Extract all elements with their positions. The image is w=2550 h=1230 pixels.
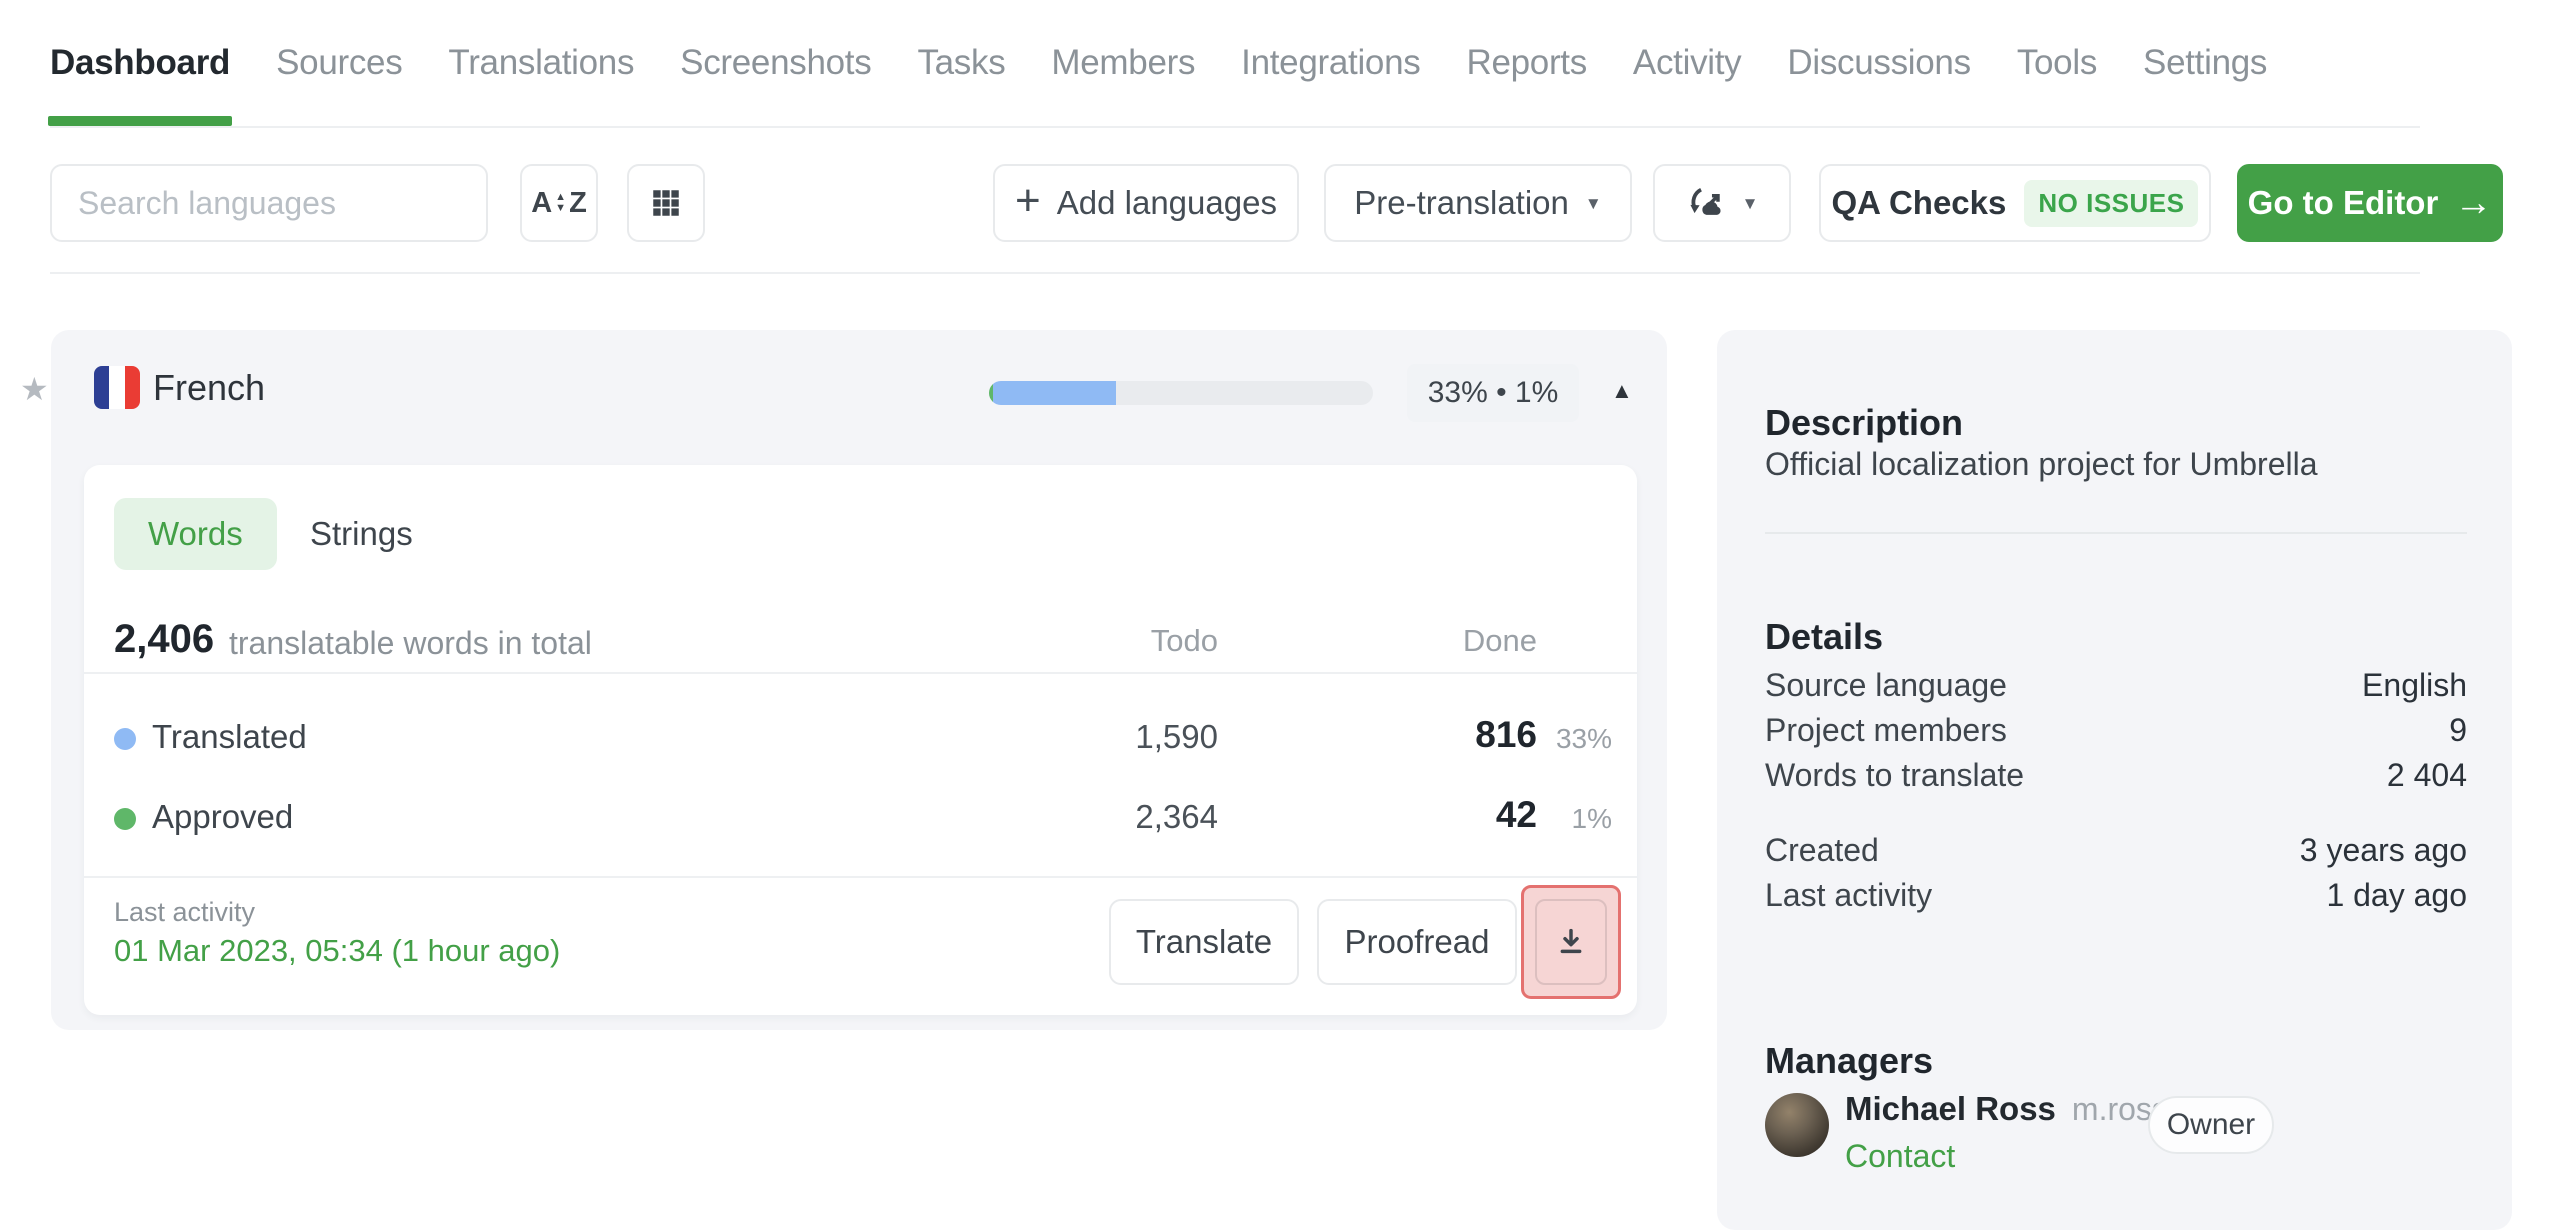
search-input[interactable] — [50, 164, 488, 242]
column-header-done: Done — [1462, 623, 1537, 658]
last-activity-link[interactable]: 01 Mar 2023, 05:34 (1 hour ago) — [114, 933, 561, 968]
tab-reports[interactable]: Reports — [1466, 43, 1587, 82]
detail-label: Created — [1765, 832, 1879, 868]
owner-badge: Owner — [2148, 1096, 2274, 1154]
tab-activity[interactable]: Activity — [1632, 43, 1742, 82]
pre-translation-label: Pre-translation — [1354, 184, 1569, 221]
qa-no-issues-badge: NO ISSUES — [2024, 179, 2199, 227]
detail-label: Source language — [1765, 667, 2007, 703]
stat-row-percent: 1% — [1571, 803, 1612, 834]
approved-dot-icon — [114, 808, 136, 830]
download-button[interactable] — [1535, 899, 1607, 985]
arrow-right-icon: → — [2454, 182, 2493, 224]
toolbar-divider — [50, 272, 2420, 274]
tab-tasks[interactable]: Tasks — [917, 43, 1006, 82]
go-to-editor-label: Go to Editor — [2247, 184, 2439, 221]
manager-full-name: Michael Ross — [1845, 1090, 2056, 1127]
plus-icon: + — [1015, 176, 1041, 225]
description-title: Description — [1765, 401, 1964, 443]
machine-translation-button[interactable]: ▼ — [1653, 164, 1791, 242]
tab-integrations[interactable]: Integrations — [1241, 43, 1421, 82]
detail-value: 2 404 — [2386, 757, 2467, 793]
tab-words[interactable]: Words — [114, 498, 277, 570]
detail-row-created: Created 3 years ago — [1765, 832, 2467, 869]
tab-tools[interactable]: Tools — [2016, 43, 2098, 82]
proofread-button[interactable]: Proofread — [1317, 899, 1517, 985]
managers-title: Managers — [1765, 1039, 1934, 1081]
detail-row-words-to-translate: Words to translate 2 404 — [1765, 757, 2467, 794]
detail-value: English — [2362, 667, 2467, 703]
chevron-down-icon: ▼ — [1741, 193, 1759, 213]
tab-dashboard[interactable]: Dashboard — [47, 0, 233, 126]
language-name[interactable]: French — [153, 367, 266, 408]
translation-progress-bar — [989, 381, 1373, 405]
language-card-french: French 33% • 1% ▲ Words Strings 2,406 tr… — [51, 330, 1667, 1030]
tab-translations[interactable]: Translations — [448, 43, 635, 82]
machine-translation-icon — [1686, 184, 1724, 222]
stat-row-done: 816 — [1475, 714, 1537, 755]
detail-label: Last activity — [1765, 877, 1933, 913]
stat-row-label: Approved — [152, 798, 294, 835]
total-words-caption: translatable words in total — [229, 625, 592, 661]
detail-row-source-language: Source language English — [1765, 667, 2467, 704]
nav-divider — [50, 126, 2420, 128]
stat-row-todo: 2,364 — [1135, 798, 1218, 835]
download-icon — [1555, 926, 1587, 958]
qa-checks-label: QA Checks — [1831, 184, 2007, 221]
stat-row-todo: 1,590 — [1135, 718, 1218, 755]
footer-divider — [84, 876, 1637, 878]
translated-dot-icon — [114, 728, 136, 750]
tab-strings[interactable]: Strings — [310, 515, 413, 552]
detail-value: 1 day ago — [2326, 877, 2467, 913]
grid-icon — [649, 186, 683, 220]
translated-progress-segment — [992, 381, 1116, 405]
sort-button[interactable]: A ▲ ▼ Z — [520, 164, 598, 242]
stat-row-done: 42 — [1495, 794, 1537, 835]
description-text: Official localization project for Umbrel… — [1765, 446, 2318, 482]
sidebar-divider — [1765, 532, 2467, 534]
collapse-chevron-icon[interactable]: ▲ — [1611, 378, 1633, 403]
tab-discussions[interactable]: Discussions — [1787, 43, 1971, 82]
tab-settings[interactable]: Settings — [2143, 43, 2268, 82]
sort-az-icon: A ▲ ▼ Z — [531, 186, 587, 219]
manager-avatar[interactable] — [1765, 1093, 1829, 1157]
go-to-editor-button[interactable]: Go to Editor → — [2237, 164, 2503, 242]
stat-row-label: Translated — [152, 718, 307, 755]
detail-label: Words to translate — [1765, 757, 2025, 793]
tab-members[interactable]: Members — [1051, 43, 1196, 82]
pre-translation-button[interactable]: Pre-translation ▼ — [1324, 164, 1632, 242]
tab-sources[interactable]: Sources — [276, 43, 403, 82]
detail-value: 9 — [2449, 712, 2467, 748]
chevron-down-icon: ▼ — [1584, 193, 1602, 213]
detail-value: 3 years ago — [2299, 832, 2467, 868]
detail-row-project-members: Project members 9 — [1765, 712, 2467, 749]
total-words-value: 2,406 — [114, 617, 215, 661]
manager-name: Michael Ross m.ross — [1845, 1090, 2168, 1128]
project-info-sidebar: Description Official localization projec… — [1717, 330, 2512, 1230]
add-languages-label: Add languages — [1056, 184, 1277, 221]
approved-progress-segment — [989, 381, 993, 405]
grid-view-button[interactable] — [627, 164, 705, 242]
stat-row-percent: 33% — [1555, 723, 1612, 754]
project-nav: Dashboard Sources Translations Screensho… — [47, 0, 2268, 126]
details-title: Details — [1765, 615, 1884, 657]
progress-percent-label: 33% • 1% — [1407, 364, 1579, 422]
annotation-highlight-box — [1521, 885, 1621, 999]
french-flag-icon[interactable] — [94, 366, 140, 409]
detail-row-last-activity: Last activity 1 day ago — [1765, 877, 2467, 914]
translate-button[interactable]: Translate — [1109, 899, 1299, 985]
last-activity-label: Last activity — [114, 897, 256, 927]
qa-checks-button[interactable]: QA Checks NO ISSUES — [1819, 164, 2211, 242]
add-languages-button[interactable]: + Add languages — [993, 164, 1299, 242]
favorite-star-icon[interactable]: ★ — [20, 371, 49, 407]
column-header-todo: Todo — [1150, 623, 1218, 658]
detail-label: Project members — [1765, 712, 2007, 748]
manager-contact-link[interactable]: Contact — [1845, 1138, 1956, 1174]
table-divider — [84, 672, 1637, 674]
tab-screenshots[interactable]: Screenshots — [680, 43, 872, 82]
language-stats-panel: Words Strings 2,406 translatable words i… — [84, 465, 1637, 1015]
